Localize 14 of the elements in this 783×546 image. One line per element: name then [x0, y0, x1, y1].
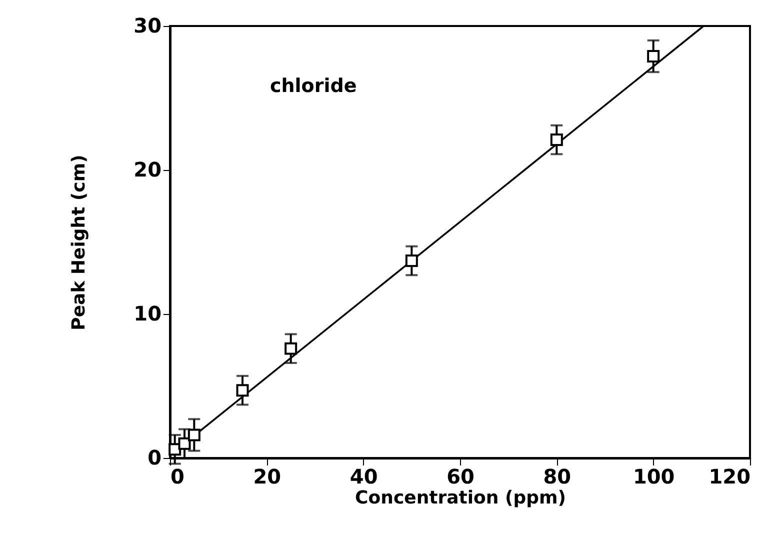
y-tick-label: 10: [134, 302, 162, 326]
x-tick-label: 80: [543, 464, 572, 488]
x-tick-label: 60: [446, 464, 474, 488]
x-tick-label: 120: [708, 464, 750, 488]
x-tick-label: 40: [350, 464, 378, 488]
x-tick-label: 0: [170, 464, 184, 488]
y-tick-label: 0: [148, 446, 162, 470]
annotation: chloride: [270, 75, 357, 97]
x-tick-label: 100: [632, 464, 675, 488]
x-axis-title: Concentration (ppm): [355, 488, 566, 508]
y-tick-label: 30: [134, 14, 162, 38]
y-tick-label: 20: [134, 158, 162, 182]
y-axis-title: Peak Height (cm): [68, 154, 90, 330]
x-tick-label: 20: [253, 464, 282, 488]
